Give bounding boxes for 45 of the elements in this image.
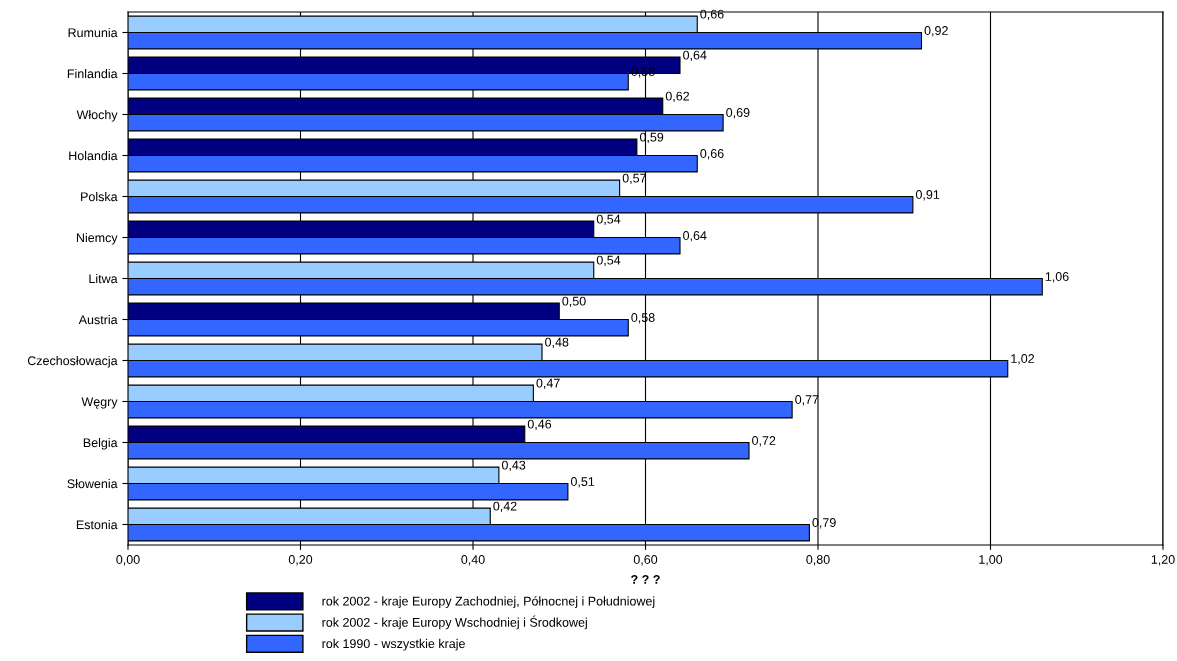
data-label: 0,48 [545, 337, 569, 349]
x-tick-label: 0,80 [806, 555, 830, 566]
legend-label: rok 1990 - wszystkie kraje [322, 638, 465, 651]
y-tick-label: Estonia [76, 519, 118, 530]
x-tick-label: 0,40 [461, 555, 485, 566]
y-tick-label: Belgia [83, 437, 118, 450]
data-label: 0,66 [700, 149, 724, 160]
data-label: 0,72 [752, 436, 776, 447]
data-label: 0,92 [924, 26, 948, 37]
y-tick-label: Rumunia [68, 27, 118, 38]
x-tick-label: 0,60 [633, 555, 658, 566]
y-tick-label: Węgry [81, 397, 118, 409]
data-label: 0,51 [570, 477, 595, 488]
x-tick-label: 1,20 [1151, 555, 1175, 566]
x-tick-label: 0,20 [288, 555, 313, 566]
data-label: 0,91 [915, 190, 940, 201]
data-label: 0,69 [726, 108, 750, 119]
data-label: 0,54 [596, 214, 621, 226]
y-tick-label: Holandia [69, 150, 118, 161]
data-label: 0,50 [562, 296, 586, 308]
x-tick-label: 1,00 [979, 555, 1003, 566]
data-label: 0,43 [501, 460, 526, 472]
legend-label: rok 2002 - kraje Europy Zachodniej, Północnej i Południowej [322, 596, 655, 609]
y-tick-label: Słowenia [67, 478, 118, 489]
x-axis-title: ? ? ? [631, 575, 660, 584]
data-label: 0,66 [700, 9, 724, 21]
y-tick-label: Polska [81, 191, 118, 202]
y-tick-label: Czechosłowacja [27, 355, 118, 368]
y-tick-label: Litwa [89, 273, 118, 284]
data-label: 0,54 [596, 255, 621, 267]
data-label: 1,02 [1011, 354, 1035, 365]
data-label: 0,57 [622, 173, 646, 185]
data-label: 0,47 [536, 378, 560, 390]
data-label: 0,64 [683, 50, 707, 62]
x-tick-label: 0,00 [116, 555, 140, 566]
y-tick-label: Niemcy [76, 232, 118, 245]
data-label: 0,42 [493, 501, 517, 513]
data-label: 0,62 [665, 91, 690, 103]
y-tick-label: Austria [78, 314, 118, 325]
y-tick-label: Finlandia [67, 68, 118, 79]
legend-label: rok 2002 - kraje Europy Wschodniej i Środkowej [322, 615, 587, 630]
data-label: 1,06 [1045, 272, 1069, 283]
data-label: 0,46 [527, 419, 552, 431]
data-label: 0,64 [683, 231, 707, 242]
y-tick-label: Włochy [76, 109, 118, 122]
